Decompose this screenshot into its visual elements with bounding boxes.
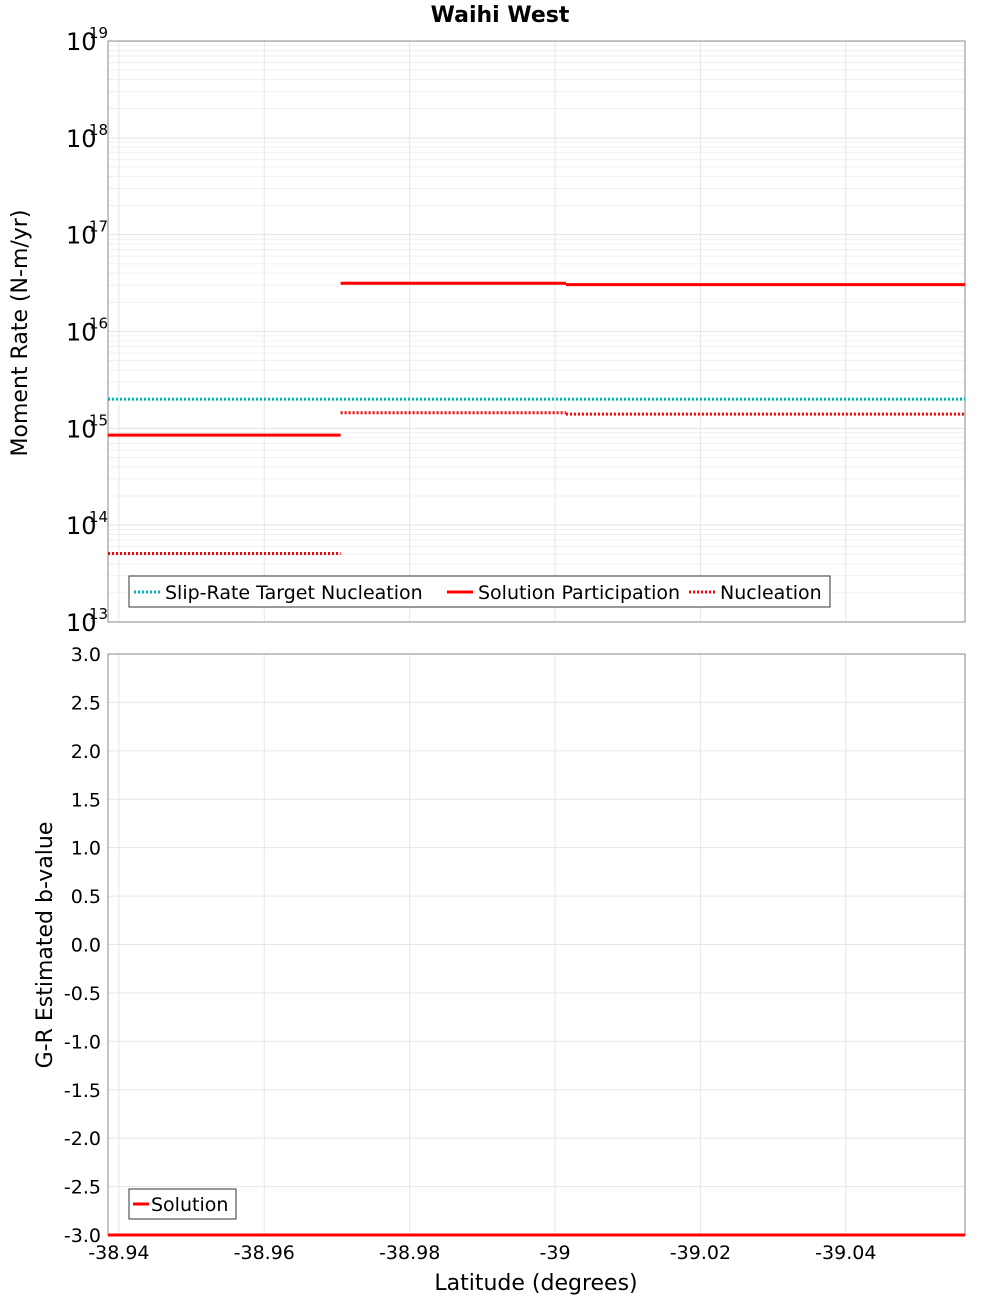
moment-rate-legend: Slip-Rate Target Nucleation Solution Part… <box>128 575 831 608</box>
y-tick-label: -1.0 <box>64 1031 101 1053</box>
moment-rate-series <box>108 281 965 555</box>
x-tick-label: -38.98 <box>379 1242 440 1264</box>
y-tick-label: 2.0 <box>71 741 101 763</box>
b-value-legend: Solution <box>128 1188 237 1220</box>
legend-label: Slip-Rate Target Nucleation <box>165 582 423 604</box>
moment-rate-grid <box>108 40 965 623</box>
x-tick-label: -39 <box>540 1242 571 1264</box>
chart-title: Waihi West <box>431 3 570 28</box>
x-tick-label: -38.94 <box>88 1242 149 1264</box>
y-tick-exponent: 15 <box>89 411 108 429</box>
moment-rate-plot-frame <box>107 40 966 623</box>
y-tick-label: 10 <box>66 28 97 56</box>
y-tick-exponent: 19 <box>89 24 108 42</box>
y-tick-label: -0.5 <box>64 983 101 1005</box>
y-tick-label: 10 <box>66 222 97 250</box>
x-tick-label: -39.02 <box>670 1242 731 1264</box>
y-tick-exponent: 17 <box>89 218 108 236</box>
b-value-panel: 3.0 2.5 2.0 1.5 1.0 0.5 0.0 -0.5 -1.0 -1.5 -2.0 -2.… <box>33 644 966 1296</box>
b-value-y-ticks: 3.0 2.5 2.0 1.5 1.0 0.5 0.0 -0.5 -1.0 -1.5 -2.0 -2.… <box>64 644 101 1247</box>
moment-rate-y-axis-label: Moment Rate (N-m/yr) <box>8 210 33 457</box>
y-tick-exponent: 14 <box>89 508 108 526</box>
y-tick-label: -2.5 <box>64 1177 101 1199</box>
y-tick-label: 10 <box>66 415 97 443</box>
y-tick-label: 1.5 <box>71 789 101 811</box>
b-value-y-axis-label: G-R Estimated b-value <box>33 822 58 1069</box>
y-tick-exponent: 16 <box>89 315 108 333</box>
y-tick-label: 10 <box>66 319 97 347</box>
y-tick-exponent: 18 <box>89 121 108 139</box>
x-tick-label: -39.04 <box>815 1242 876 1264</box>
y-tick-label: 0.0 <box>71 935 101 957</box>
y-tick-label: 10 <box>66 609 97 637</box>
y-tick-label: 2.5 <box>71 692 101 714</box>
y-tick-exponent: 13 <box>89 605 108 623</box>
legend-label: Nucleation <box>720 582 822 604</box>
legend-label: Solution Participation <box>478 582 680 604</box>
y-tick-label: 10 <box>66 512 97 540</box>
y-tick-label: 10 <box>66 125 97 153</box>
y-tick-label: 3.0 <box>71 644 101 666</box>
b-value-grid <box>108 653 965 1236</box>
y-tick-label: -1.5 <box>64 1080 101 1102</box>
y-tick-label: 0.5 <box>71 886 101 908</box>
y-tick-label: -2.0 <box>64 1128 101 1150</box>
x-axis-ticks: -38.94 -38.96 -38.98 -39 -39.02 -39.04 <box>88 1242 876 1264</box>
x-tick-label: -38.96 <box>234 1242 295 1264</box>
y-tick-label: 1.0 <box>71 838 101 860</box>
y-tick-label: -3.0 <box>64 1225 101 1247</box>
legend-label: Solution <box>151 1194 228 1216</box>
x-axis-label: Latitude (degrees) <box>434 1271 637 1296</box>
